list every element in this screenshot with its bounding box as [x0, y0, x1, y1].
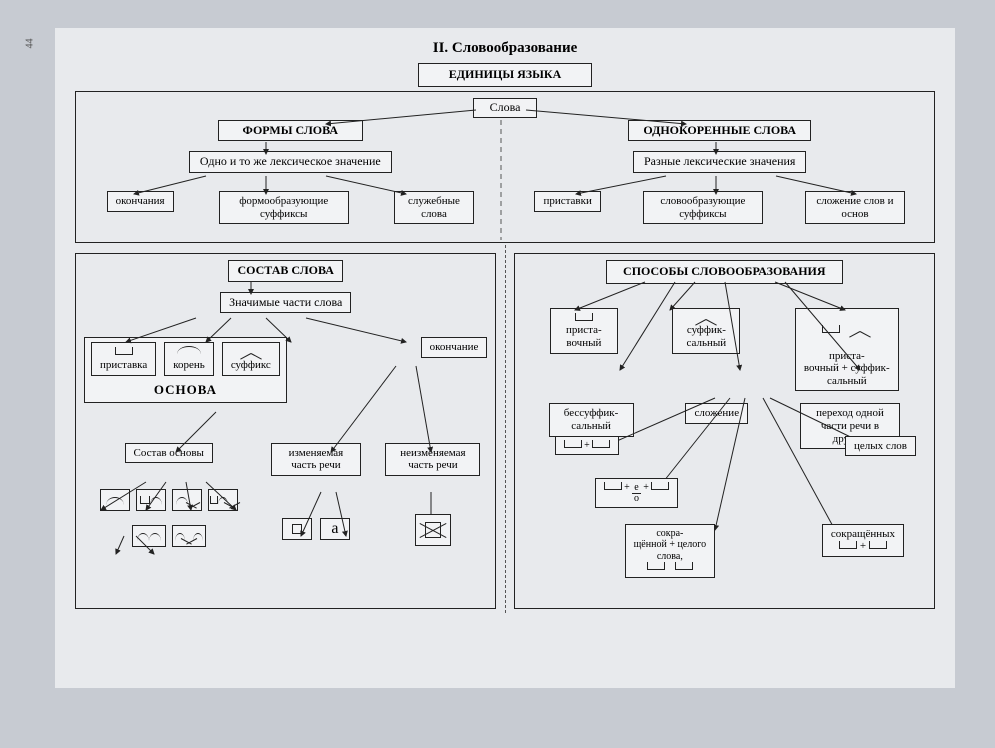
left-item-0: окончания	[107, 191, 174, 212]
morph-6	[172, 525, 206, 547]
empty-square	[282, 518, 312, 540]
n9: сокращённых +	[822, 524, 904, 557]
morph-5	[132, 525, 166, 547]
n2: суффик- сальный	[672, 308, 740, 354]
right-mid: Разные лексические значения	[633, 151, 806, 173]
bl-h2: Значимые части слова	[220, 292, 351, 314]
right-item-0: приставки	[534, 191, 600, 212]
slova-node: Слова	[473, 98, 538, 118]
br-h1: СПОСОБЫ СЛОВООБРАЗОВАНИЯ	[606, 260, 843, 284]
right-item-2: сложение слов и основ	[805, 191, 905, 224]
leaf-eo: + ео +	[595, 478, 679, 508]
a-box: а	[320, 518, 350, 540]
left-item-2: служебные слова	[394, 191, 474, 224]
izm-box: изменяемая часть речи	[271, 443, 361, 476]
left-mid: Одно и то же лексическое значение	[189, 151, 392, 173]
morph-4	[208, 489, 238, 511]
part-2: суффикс	[222, 342, 280, 375]
bottom-right-panel: СПОСОБЫ СЛОВООБРАЗОВАНИЯ приста- вочный …	[514, 253, 935, 609]
n7: целых слов	[845, 436, 916, 457]
morph-1	[100, 489, 130, 511]
page-number: 44	[25, 39, 36, 49]
osnova-label: ОСНОВА	[154, 382, 217, 398]
neizm-box: неизменяемая часть речи	[385, 443, 480, 476]
part-1: корень	[164, 342, 214, 375]
left-item-1: формообразующие суффиксы	[219, 191, 349, 224]
morph-3	[172, 489, 202, 511]
forms-title: ФОРМЫ СЛОВА	[218, 120, 364, 142]
bl-h1: СОСТАВ СЛОВА	[228, 260, 342, 282]
leaf-plus: +	[555, 436, 620, 456]
n3: приста- вочный + суффик- сальный	[795, 308, 899, 392]
part-0: приставка	[91, 342, 156, 375]
cognate-title: ОДНОКОРЕННЫЕ СЛОВА	[628, 120, 811, 142]
n4: бессуффик- сальный	[549, 403, 634, 436]
bottom-left-panel: СОСТАВ СЛОВА Значимые части слова приста…	[75, 253, 496, 609]
top-panel: Слова ФОРМЫ СЛОВА Одно и то же лексическ…	[75, 91, 935, 243]
n5: сложение	[685, 403, 748, 424]
units-header: ЕДИНИЦЫ ЯЗЫКА	[418, 63, 593, 87]
sostav-box: Состав основы	[125, 443, 213, 464]
right-item-1: словообразующие суффиксы	[643, 191, 763, 224]
n8: сокра- щённой + целого слова,	[625, 524, 715, 578]
n1: приста- вочный	[550, 308, 618, 354]
ending-box: окончание	[421, 337, 488, 358]
center-divider	[505, 245, 506, 613]
crossed-box	[415, 514, 451, 546]
main-title: II. Словообразование	[75, 40, 935, 57]
morph-2	[136, 489, 166, 511]
